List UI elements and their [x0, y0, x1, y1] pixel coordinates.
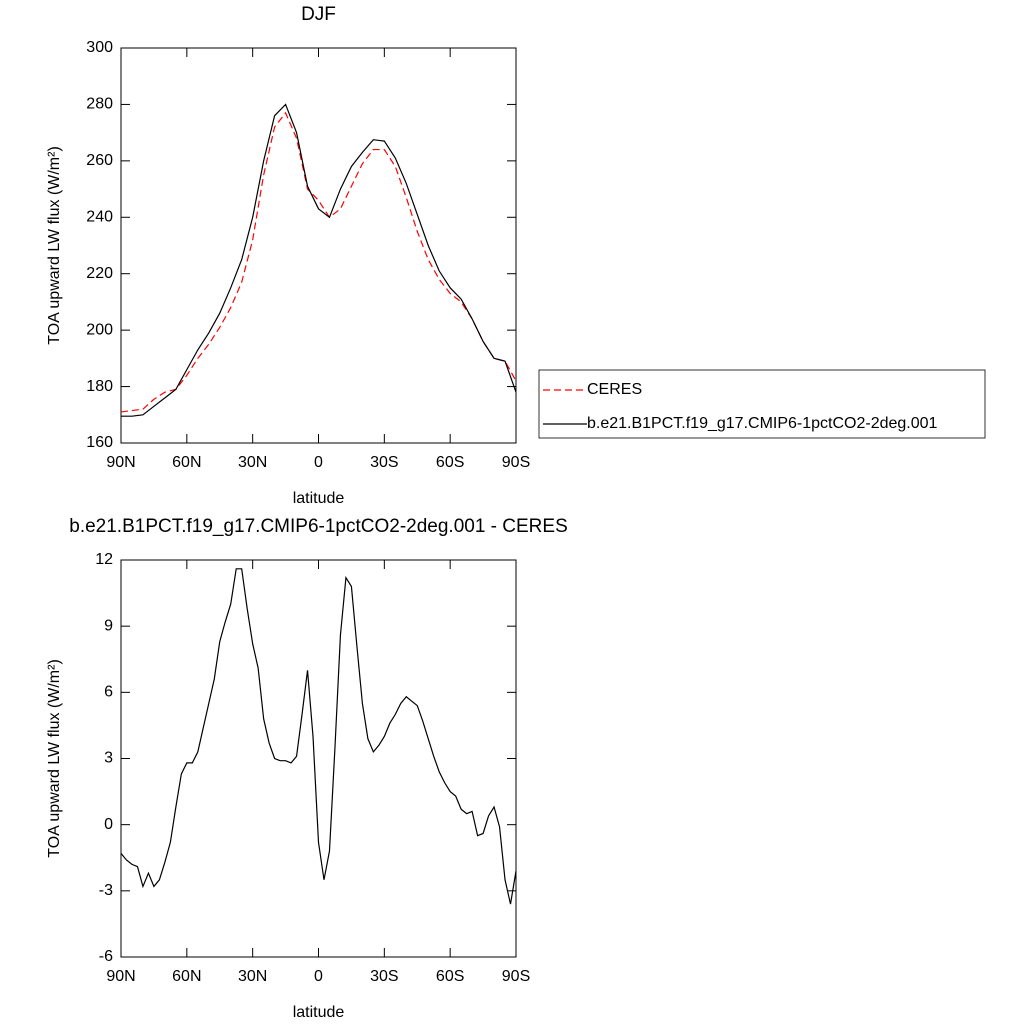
y-tick-label: -6 — [99, 948, 113, 965]
data-line — [121, 103, 517, 417]
y-tick-label: 220 — [86, 265, 113, 282]
x-tick-label: 90N — [106, 454, 135, 471]
y-tick-label: 3 — [104, 750, 113, 767]
legend-label: b.e21.B1PCT.f19_g17.CMIP6-1pctCO2-2deg.0… — [587, 415, 938, 432]
x-tick-label: 60N — [172, 968, 201, 985]
x-tick-label: 0 — [314, 454, 323, 471]
x-tick-label: 30S — [370, 968, 398, 985]
x-tick-label: 90N — [106, 968, 135, 985]
y-tick-label: 0 — [104, 816, 113, 833]
y-axis-label: TOA upward LW flux (W/m²) — [46, 146, 63, 345]
legend-box — [538, 369, 986, 439]
chart-title: DJF — [301, 4, 336, 25]
y-tick-label: -3 — [99, 882, 113, 899]
x-tick-label: 30N — [238, 968, 267, 985]
x-tick-label: 60S — [436, 454, 464, 471]
x-tick-label: 60S — [436, 968, 464, 985]
data-line — [120, 111, 517, 413]
y-tick-label: 12 — [95, 551, 113, 568]
y-tick-label: 300 — [86, 39, 113, 56]
x-tick-label: 90S — [502, 968, 530, 985]
y-axis-label: TOA upward LW flux (W/m²) — [46, 659, 63, 858]
x-axis-label: latitude — [293, 490, 345, 507]
x-tick-label: 0 — [314, 968, 323, 985]
y-tick-label: 160 — [86, 434, 113, 451]
y-tick-label: 6 — [104, 684, 113, 701]
x-tick-label: 60N — [172, 454, 201, 471]
y-tick-label: 200 — [86, 321, 113, 338]
legend-label: CERES — [587, 381, 642, 398]
y-tick-label: 180 — [86, 378, 113, 395]
y-tick-label: 240 — [86, 209, 113, 226]
y-tick-label: 260 — [86, 152, 113, 169]
x-tick-label: 90S — [502, 454, 530, 471]
y-tick-label: 280 — [86, 96, 113, 113]
chart-title: b.e21.B1PCT.f19_g17.CMIP6-1pctCO2-2deg.0… — [69, 516, 568, 537]
y-tick-label: 9 — [104, 617, 113, 634]
data-line — [120, 568, 517, 905]
plot-frame — [120, 559, 517, 958]
x-tick-label: 30S — [370, 454, 398, 471]
x-tick-label: 30N — [238, 454, 267, 471]
x-axis-label: latitude — [293, 1004, 345, 1021]
